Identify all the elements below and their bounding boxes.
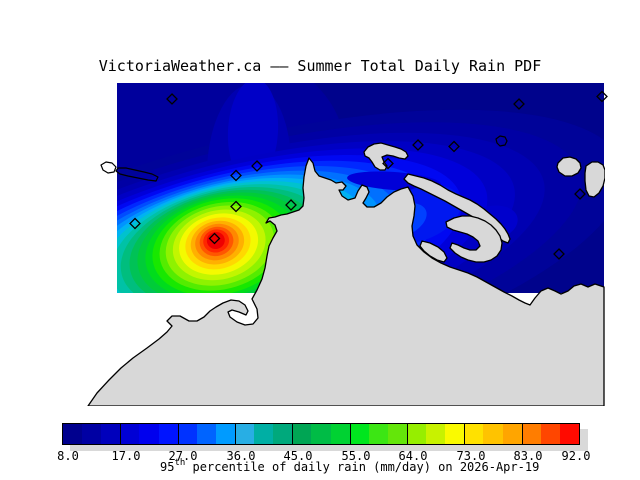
colorbar-segment: [273, 424, 293, 444]
caption-rest: percentile of daily rain (mm/day) on 202…: [185, 460, 540, 474]
colorbar-segment: [540, 424, 560, 444]
land-se-island: [445, 215, 503, 263]
station-marker: [448, 140, 460, 153]
race-rocks-outline-west: [100, 161, 117, 174]
colorbar-tick-label: 73.0: [456, 449, 486, 463]
station-marker: [574, 188, 586, 200]
land-snake-peninsula: [403, 173, 511, 244]
colorbar-segment: [101, 424, 121, 444]
colorbar-tick: [235, 424, 236, 444]
race-rocks-outline-east: [115, 167, 159, 182]
colorbar-tick: [521, 424, 523, 444]
colorbar-segment: [349, 424, 369, 444]
colorbar-segment: [521, 424, 541, 444]
colorbar-segment: [292, 424, 312, 444]
colorbar-tick-label: 64.0: [398, 449, 428, 463]
islet-ring: [495, 135, 508, 147]
colorbar-tick: [292, 424, 294, 444]
colorbar-segment: [63, 424, 83, 444]
colorbar-segment: [120, 424, 140, 444]
station-layer: [129, 90, 608, 260]
colorbar-segment: [215, 424, 235, 444]
colorbar-tick-label: 83.0: [513, 449, 543, 463]
colorbar-tick: [407, 424, 408, 444]
colorbar-segment: [139, 424, 159, 444]
colorbar-tick: [464, 424, 466, 444]
station-marker: [412, 139, 424, 151]
colorbar-segment: [426, 424, 446, 444]
colorbar-tick: [349, 424, 351, 444]
station-marker: [382, 157, 394, 170]
colorbar-segment: [234, 424, 255, 444]
station-marker: [285, 199, 297, 211]
station-marker: [166, 93, 178, 105]
colorbar-segment: [387, 424, 407, 444]
colorbar-tick-label: 45.0: [283, 449, 313, 463]
station-marker: [208, 232, 221, 245]
colorbar-tick-label: 27.0: [168, 449, 198, 463]
colorbar-segment: [177, 424, 197, 444]
colorbar-tick-label: 92.0: [561, 449, 591, 463]
station-marker: [129, 217, 141, 230]
caption-prefix: 95: [160, 460, 175, 474]
colorbar-segment: [464, 424, 484, 444]
station-marker: [553, 248, 565, 260]
colorbar-caption: 95th percentile of daily rain (mm/day) o…: [160, 458, 540, 474]
colorbar-segment: [483, 424, 503, 444]
colorbar-tick: [177, 424, 179, 444]
land-main: [87, 157, 605, 406]
land-layer: [87, 135, 605, 406]
colorbar-tick-label: 55.0: [341, 449, 371, 463]
station-marker: [251, 160, 263, 172]
colorbar: [62, 423, 580, 445]
caption-superscript: th: [174, 458, 186, 468]
colorbar-segment: [330, 424, 350, 444]
land-se-arm: [419, 240, 448, 263]
colorbar-tick: [120, 424, 122, 444]
colorbar-segment: [368, 424, 388, 444]
colorbar-tick-label: 8.0: [57, 449, 79, 463]
colorbar-segment: [406, 424, 427, 444]
island-east-1: [556, 156, 582, 177]
colorbar-tick-label: 36.0: [226, 449, 256, 463]
island-bird: [363, 142, 409, 171]
colorbar-segment: [445, 424, 465, 444]
page-title: VictoriaWeather.ca –– Summer Total Daily…: [98, 57, 542, 75]
station-marker: [513, 98, 525, 110]
colorbar-tick-label: 17.0: [111, 449, 141, 463]
colorbar-segment: [311, 424, 331, 444]
colorbar-segment: [559, 424, 579, 444]
station-marker: [230, 169, 242, 182]
station-marker: [596, 90, 608, 103]
colorbar-segment: [502, 424, 522, 444]
station-marker: [230, 200, 242, 213]
colorbar-segment: [196, 424, 216, 444]
island-east-2: [584, 161, 605, 198]
colorbar-segment: [254, 424, 274, 444]
colorbar-segment: [158, 424, 178, 444]
colorbar-segment: [82, 424, 102, 444]
